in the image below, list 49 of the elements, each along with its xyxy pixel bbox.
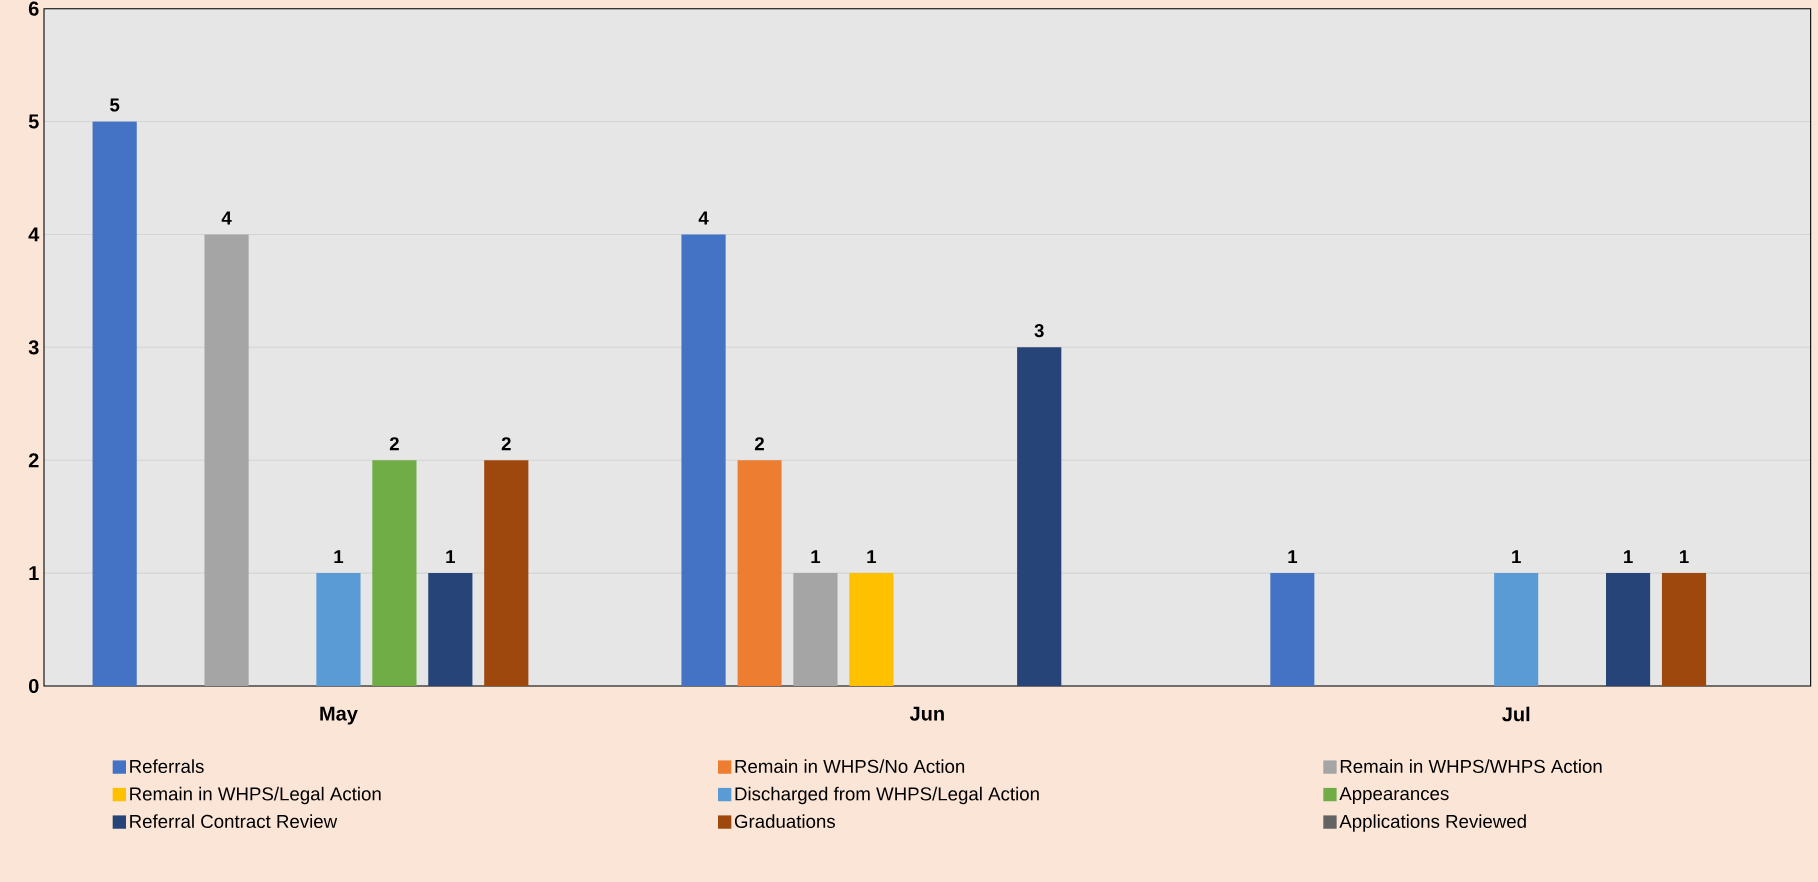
data-label: 1 [1680,550,1689,564]
bar [484,460,529,686]
data-label: 1 [1624,550,1633,564]
data-label: 2 [754,437,764,451]
x-tick-label: Jul [1502,706,1530,722]
y-tick-label: 5 [28,114,39,129]
y-tick-label: 4 [28,227,40,242]
y-tick-label: 1 [29,566,39,580]
bar [1494,573,1539,686]
bar [1606,573,1651,686]
data-label: 3 [1034,324,1044,338]
bar [1017,347,1062,686]
legend-label: Remain in WHPS/WHPS Action [1340,759,1602,774]
y-tick-label: 6 [28,1,39,16]
bar [428,573,473,686]
bar [372,460,417,686]
bar [1270,573,1315,686]
data-label: 4 [698,211,709,225]
y-tick-label: 0 [28,678,39,694]
legend-label: Appearances [1339,787,1449,804]
data-label: 1 [811,550,821,564]
bar [1661,573,1707,686]
bar [204,234,249,686]
legend-label: Discharged from WHPS/Legal Action [735,786,1039,805]
legend-label: Referrals [130,759,204,774]
bar [316,573,361,686]
data-label: 2 [389,437,399,451]
bar [793,573,838,686]
data-label: 4 [221,211,232,225]
x-tick-label: May [320,706,358,725]
legend-label: Referral Contract Review [130,814,338,829]
bar [681,234,726,686]
data-label: 1 [446,550,455,564]
legend-label: Graduations [734,814,835,829]
bar [737,460,782,686]
data-label: 1 [1288,550,1298,564]
data-label: 1 [1512,550,1521,564]
x-tick-label: Jun [909,706,944,721]
y-tick-label: 3 [28,340,39,355]
data-label: 2 [501,437,511,451]
data-label: 5 [110,98,120,112]
data-label: 1 [334,550,344,564]
data-label: 1 [867,550,877,564]
legend-label: Applications Reviewed [1339,814,1526,832]
legend-label: Remain in WHPS/No Action [735,759,965,774]
bar [92,121,137,686]
y-tick-label: 2 [28,453,39,468]
legend-label: Remain in WHPS/Legal Action [130,786,381,805]
bar [849,573,894,686]
